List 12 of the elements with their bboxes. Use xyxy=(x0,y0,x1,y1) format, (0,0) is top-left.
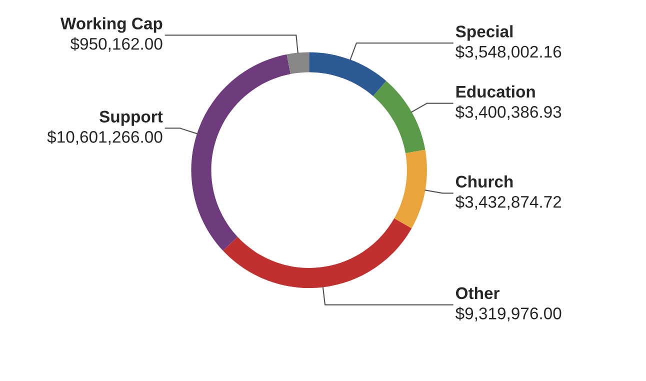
slice-label: Working Cap xyxy=(60,17,162,33)
slice-label: Education xyxy=(456,85,535,98)
slice-label: Special xyxy=(456,25,512,41)
slice-label: Church xyxy=(456,175,513,188)
data-label: $3,432,874.72 xyxy=(455,195,562,210)
data-label: $9,319,976.00 xyxy=(455,306,562,322)
slice-label: Other xyxy=(456,286,500,300)
data-label: $950,162.00 xyxy=(70,37,162,52)
data-label: $3,400,386.93 xyxy=(455,105,562,120)
data-label: $10,601,266.00 xyxy=(47,130,162,145)
data-label: $3,548,002.16 xyxy=(455,45,562,60)
slice-label: Support xyxy=(100,110,163,126)
